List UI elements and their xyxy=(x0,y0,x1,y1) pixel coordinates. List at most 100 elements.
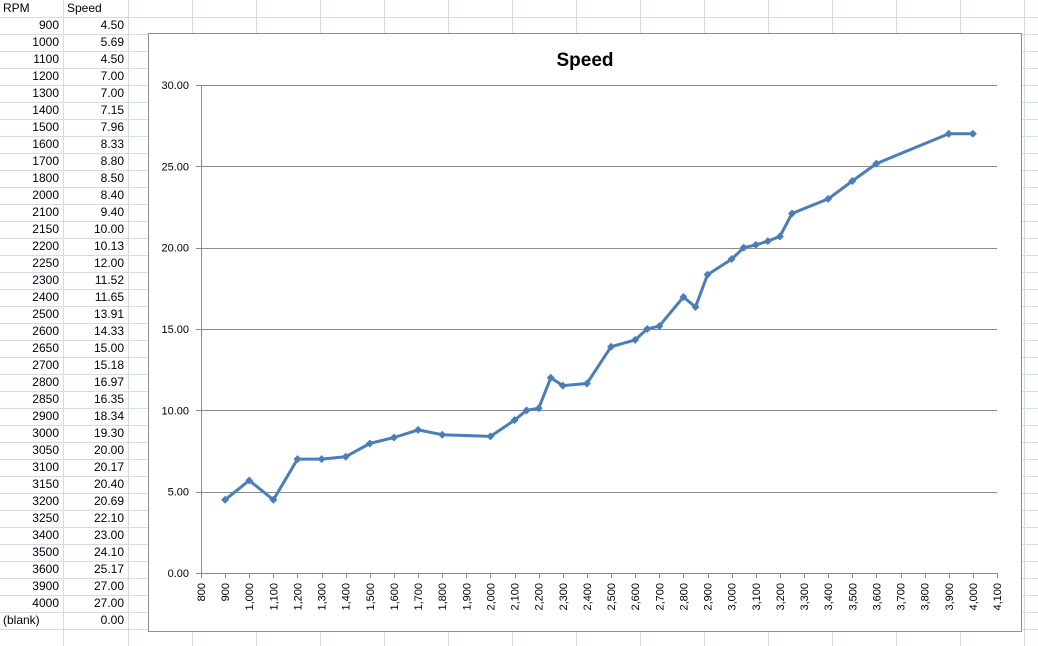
data-point-marker[interactable] xyxy=(727,255,736,264)
speed-cell[interactable]: 7.00 xyxy=(100,86,124,100)
speed-cell[interactable]: 9.40 xyxy=(100,205,124,219)
speed-cell[interactable]: 14.33 xyxy=(93,324,124,338)
rpm-cell[interactable]: 2650 xyxy=(32,341,59,355)
data-point-marker[interactable] xyxy=(245,476,254,485)
rpm-cell[interactable]: 1800 xyxy=(32,171,59,185)
rpm-cell[interactable]: 3200 xyxy=(32,494,59,508)
speed-cell[interactable]: 15.18 xyxy=(93,358,124,372)
speed-cell[interactable]: 18.34 xyxy=(93,409,124,423)
rpm-cell[interactable]: (blank) xyxy=(3,613,40,627)
speed-cell[interactable]: 8.40 xyxy=(100,188,124,202)
data-point-marker[interactable] xyxy=(510,416,519,425)
rpm-cell[interactable]: 3250 xyxy=(32,511,59,525)
data-point-marker[interactable] xyxy=(269,495,278,504)
speed-cell[interactable]: 10.00 xyxy=(93,222,124,236)
data-point-marker[interactable] xyxy=(607,342,616,351)
speed-cell[interactable]: 19.30 xyxy=(93,426,124,440)
data-point-marker[interactable] xyxy=(691,303,700,312)
data-point-marker[interactable] xyxy=(317,455,326,464)
rpm-cell[interactable]: 2400 xyxy=(32,290,59,304)
rpm-cell[interactable]: 3150 xyxy=(32,477,59,491)
speed-cell[interactable]: 20.40 xyxy=(93,477,124,491)
rpm-cell[interactable]: 2000 xyxy=(32,188,59,202)
rpm-cell[interactable]: 3000 xyxy=(32,426,59,440)
data-point-marker[interactable] xyxy=(968,129,977,138)
data-point-marker[interactable] xyxy=(221,495,230,504)
data-point-marker[interactable] xyxy=(438,430,447,439)
chart-area[interactable]: Speed 0.00 5.00 10.00 15.00 20.00 25.00 30.00 … xyxy=(148,33,1022,632)
speed-cell[interactable]: 13.91 xyxy=(93,307,124,321)
rpm-cell[interactable]: 3050 xyxy=(32,443,59,457)
rpm-cell[interactable]: 1400 xyxy=(32,103,59,117)
rpm-cell[interactable]: 3600 xyxy=(32,562,59,576)
rpm-cell[interactable]: 4000 xyxy=(32,596,59,610)
rpm-cell[interactable]: 1600 xyxy=(32,137,59,151)
speed-cell[interactable]: 4.50 xyxy=(100,18,124,32)
speed-cell[interactable]: 16.97 xyxy=(93,375,124,389)
data-point-marker[interactable] xyxy=(341,452,350,461)
rpm-cell[interactable]: 2150 xyxy=(32,222,59,236)
rpm-cell[interactable]: 2250 xyxy=(32,256,59,270)
rpm-cell[interactable]: 1700 xyxy=(32,154,59,168)
rpm-cell[interactable]: 2100 xyxy=(32,205,59,219)
rpm-cell[interactable]: 1200 xyxy=(32,69,59,83)
rpm-cell[interactable]: 2800 xyxy=(32,375,59,389)
data-point-marker[interactable] xyxy=(389,433,398,442)
speed-cell[interactable]: 0.00 xyxy=(100,613,124,627)
rpm-cell[interactable]: 2200 xyxy=(32,239,59,253)
speed-cell[interactable]: 27.00 xyxy=(93,596,124,610)
speed-cell[interactable]: 22.10 xyxy=(93,511,124,525)
data-point-marker[interactable] xyxy=(787,209,796,218)
data-point-marker[interactable] xyxy=(824,194,833,203)
rpm-cell[interactable]: 3400 xyxy=(32,528,59,542)
speed-cell[interactable]: 8.80 xyxy=(100,154,124,168)
speed-cell[interactable]: 7.00 xyxy=(100,69,124,83)
speed-cell[interactable]: 8.50 xyxy=(100,171,124,185)
data-point-marker[interactable] xyxy=(546,373,555,382)
data-point-marker[interactable] xyxy=(522,406,531,415)
speed-cell[interactable]: 4.50 xyxy=(100,52,124,66)
data-point-marker[interactable] xyxy=(679,292,688,301)
rpm-cell[interactable]: 3100 xyxy=(32,460,59,474)
speed-cell[interactable]: 25.17 xyxy=(93,562,124,576)
rpm-cell[interactable]: 3500 xyxy=(32,545,59,559)
data-point-marker[interactable] xyxy=(763,237,772,246)
data-point-marker[interactable] xyxy=(751,240,760,249)
rpm-cell[interactable]: 1500 xyxy=(32,120,59,134)
data-point-marker[interactable] xyxy=(739,243,748,252)
rpm-cell[interactable]: 1300 xyxy=(32,86,59,100)
rpm-cell[interactable]: 2600 xyxy=(32,324,59,338)
data-point-marker[interactable] xyxy=(775,232,784,241)
data-point-marker[interactable] xyxy=(558,381,567,390)
speed-cell[interactable]: 20.69 xyxy=(93,494,124,508)
speed-cell[interactable]: 27.00 xyxy=(93,579,124,593)
data-point-marker[interactable] xyxy=(872,159,881,168)
rpm-cell[interactable]: 900 xyxy=(38,18,59,32)
speed-cell[interactable]: 11.65 xyxy=(94,290,124,304)
speed-cell[interactable]: 12.00 xyxy=(93,256,124,270)
data-point-marker[interactable] xyxy=(944,129,953,138)
data-point-marker[interactable] xyxy=(486,432,495,441)
speed-cell[interactable]: 20.17 xyxy=(93,460,124,474)
rpm-cell[interactable]: 2850 xyxy=(32,392,59,406)
header-speed[interactable]: Speed xyxy=(67,1,102,15)
rpm-cell[interactable]: 1100 xyxy=(33,52,59,66)
data-point-marker[interactable] xyxy=(631,335,640,344)
data-point-marker[interactable] xyxy=(643,325,652,333)
speed-cell[interactable]: 5.69 xyxy=(100,35,124,49)
rpm-cell[interactable]: 2300 xyxy=(32,273,59,287)
header-rpm[interactable]: RPM xyxy=(3,1,30,15)
data-point-marker[interactable] xyxy=(848,176,857,185)
speed-cell[interactable]: 20.00 xyxy=(93,443,124,457)
data-point-marker[interactable] xyxy=(534,404,543,413)
speed-cell[interactable]: 11.52 xyxy=(94,273,124,287)
data-point-marker[interactable] xyxy=(655,322,664,331)
rpm-cell[interactable]: 2900 xyxy=(32,409,59,423)
speed-cell[interactable]: 23.00 xyxy=(93,528,124,542)
rpm-cell[interactable]: 3900 xyxy=(32,579,59,593)
data-point-marker[interactable] xyxy=(703,270,712,279)
speed-cell[interactable]: 10.13 xyxy=(93,239,124,253)
rpm-cell[interactable]: 2700 xyxy=(32,358,59,372)
speed-cell[interactable]: 24.10 xyxy=(93,545,124,559)
data-point-marker[interactable] xyxy=(365,439,374,448)
